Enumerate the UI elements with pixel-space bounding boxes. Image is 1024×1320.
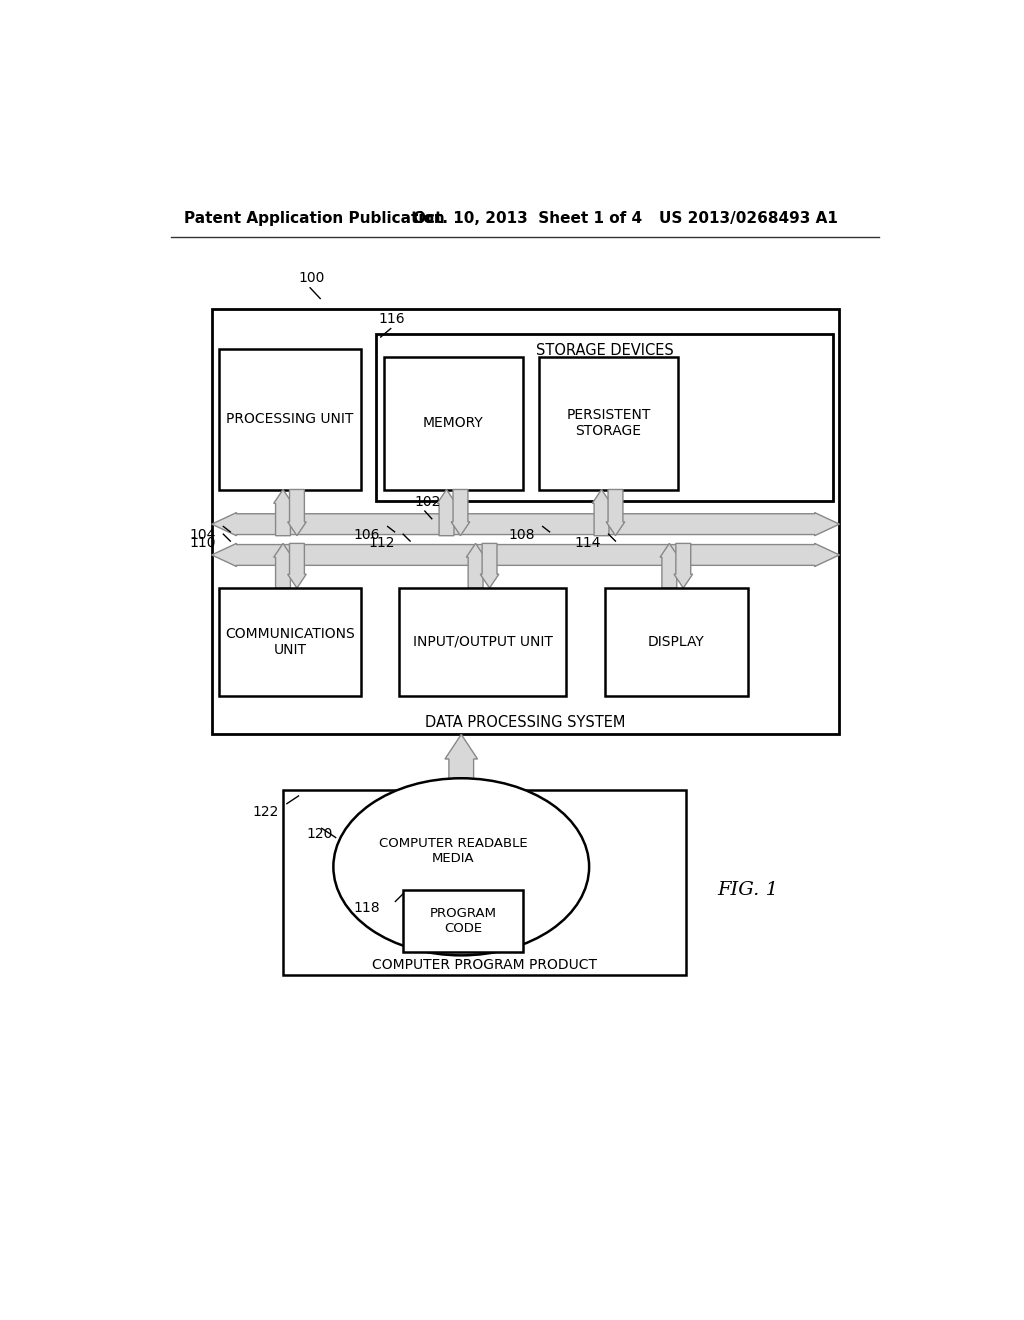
Text: 110: 110 — [189, 536, 216, 549]
Text: DISPLAY: DISPLAY — [648, 635, 705, 649]
Polygon shape — [674, 544, 692, 589]
Polygon shape — [273, 544, 292, 589]
Polygon shape — [592, 490, 611, 536]
Text: FIG. 1: FIG. 1 — [718, 880, 778, 899]
Text: 104: 104 — [189, 528, 216, 543]
Polygon shape — [660, 544, 679, 589]
Bar — [539, 356, 678, 490]
Text: 122: 122 — [253, 805, 280, 820]
Text: COMPUTER PROGRAM PRODUCT: COMPUTER PROGRAM PRODUCT — [372, 958, 597, 973]
Text: STORAGE DEVICES: STORAGE DEVICES — [536, 343, 674, 359]
Polygon shape — [273, 490, 292, 536]
Bar — [399, 589, 566, 696]
Bar — [376, 334, 834, 502]
Text: COMMUNICATIONS
UNIT: COMMUNICATIONS UNIT — [225, 627, 355, 657]
Text: 118: 118 — [353, 902, 380, 916]
Polygon shape — [606, 490, 625, 536]
Polygon shape — [288, 490, 306, 536]
Bar — [283, 789, 686, 974]
Text: INPUT/OUTPUT UNIT: INPUT/OUTPUT UNIT — [413, 635, 553, 649]
Text: 116: 116 — [378, 313, 404, 326]
Bar — [384, 356, 523, 490]
Text: Patent Application Publication: Patent Application Publication — [183, 211, 444, 226]
Text: DATA PROCESSING SYSTEM: DATA PROCESSING SYSTEM — [425, 715, 626, 730]
Polygon shape — [437, 490, 456, 536]
Bar — [212, 309, 840, 734]
Polygon shape — [445, 734, 477, 781]
Bar — [604, 589, 748, 696]
Bar — [403, 890, 523, 952]
Bar — [219, 589, 360, 696]
Text: 102: 102 — [415, 495, 441, 508]
Text: 112: 112 — [369, 536, 395, 549]
Polygon shape — [466, 544, 485, 589]
Polygon shape — [288, 544, 306, 589]
Text: PROGRAM
CODE: PROGRAM CODE — [430, 907, 497, 935]
Text: 106: 106 — [353, 528, 380, 543]
Text: 114: 114 — [574, 536, 601, 549]
Polygon shape — [480, 544, 499, 589]
Polygon shape — [212, 544, 840, 566]
Text: 100: 100 — [299, 272, 325, 285]
Text: Oct. 10, 2013  Sheet 1 of 4: Oct. 10, 2013 Sheet 1 of 4 — [414, 211, 642, 226]
Bar — [219, 350, 360, 490]
Polygon shape — [452, 490, 470, 536]
Text: US 2013/0268493 A1: US 2013/0268493 A1 — [658, 211, 838, 226]
Text: PROCESSING UNIT: PROCESSING UNIT — [226, 412, 353, 426]
Text: MEMORY: MEMORY — [423, 416, 484, 430]
Text: PERSISTENT
STORAGE: PERSISTENT STORAGE — [566, 408, 650, 438]
Polygon shape — [212, 512, 840, 536]
Text: 120: 120 — [306, 826, 333, 841]
Text: 108: 108 — [508, 528, 535, 543]
Ellipse shape — [334, 779, 589, 956]
Text: COMPUTER READABLE
MEDIA: COMPUTER READABLE MEDIA — [379, 837, 527, 866]
